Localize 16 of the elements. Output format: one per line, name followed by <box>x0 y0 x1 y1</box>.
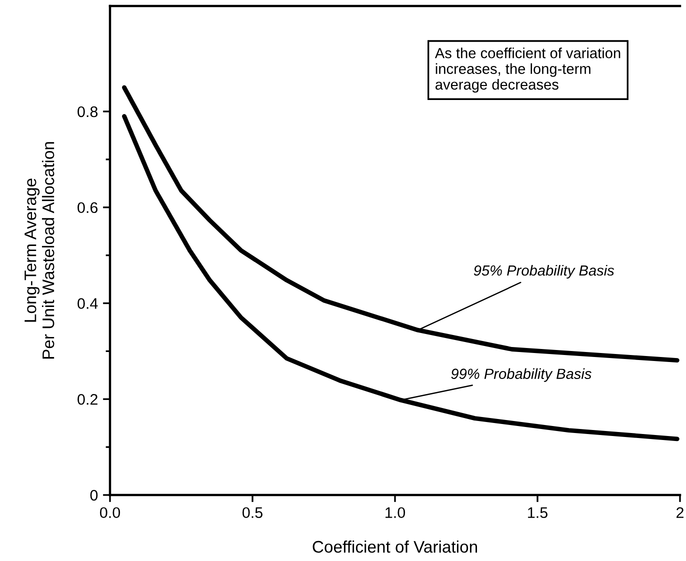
x-tick-label: 0.0 <box>100 507 120 518</box>
line-series <box>122 114 680 442</box>
x-tick-label: 1.0 <box>386 507 406 518</box>
x-axis-title: Coefficient of Variation <box>312 540 478 553</box>
y-axis-title: Long-Term Average Per Unit Wasteload Allocation <box>24 142 54 359</box>
annotation: 99% Probability Basis <box>451 368 592 382</box>
annotation: As the coefficient of variation increases, the long-term average decreases <box>434 48 620 93</box>
y-tick-label: 0 <box>90 490 98 501</box>
x-tick-label: 2 <box>676 507 684 518</box>
y-tick-label: 0.6 <box>78 202 98 214</box>
y-tick-label: 0.4 <box>78 298 98 309</box>
x-tick-label: 1.5 <box>528 507 548 518</box>
y-tick-label: 0.8 <box>78 106 98 118</box>
annotation: 95% Probability Basis <box>474 264 614 279</box>
y-tick-label: 0.2 <box>78 394 98 405</box>
x-tick-label: 0.5 <box>242 507 262 518</box>
